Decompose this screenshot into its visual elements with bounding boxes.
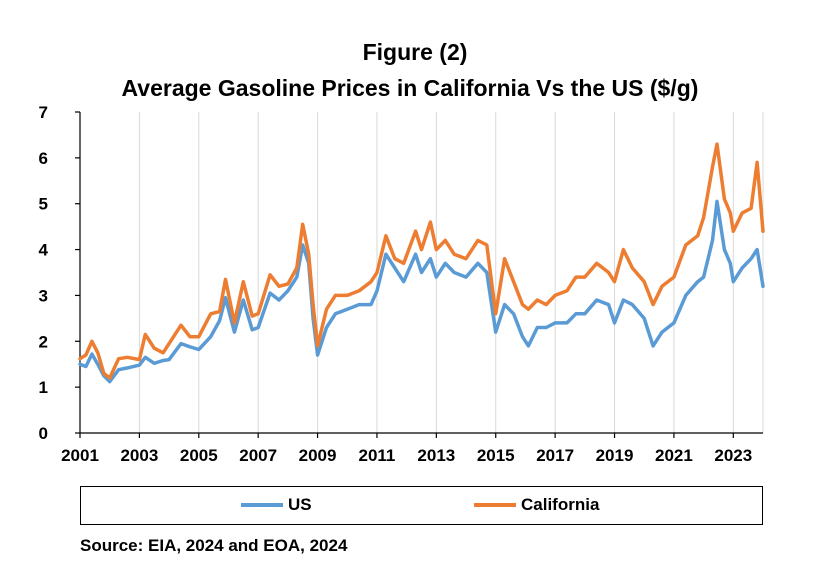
y-tick-label-3: 3 xyxy=(39,286,48,305)
x-tick-label-2019: 2019 xyxy=(596,446,634,465)
legend-swatch-california xyxy=(474,503,516,507)
y-tick-labels: 0 1 2 3 4 5 6 7 xyxy=(39,103,49,443)
axes xyxy=(75,111,763,438)
y-tick-label-2: 2 xyxy=(39,332,48,351)
chart-title-line-1: Figure (2) xyxy=(362,39,468,65)
legend-label-california: California xyxy=(521,495,600,514)
series-line-california xyxy=(78,142,765,380)
legend-label-us: US xyxy=(288,495,312,514)
x-tick-label-2023: 2023 xyxy=(714,446,752,465)
source-note: Source: EIA, 2024 and EOA, 2024 xyxy=(80,536,348,555)
x-tick-label-2005: 2005 xyxy=(180,446,218,465)
y-tick-label-1: 1 xyxy=(39,378,48,397)
x-tick-label-2007: 2007 xyxy=(239,446,277,465)
y-tick-label-5: 5 xyxy=(39,195,48,214)
grid-lines xyxy=(138,112,764,433)
x-tick-label-2009: 2009 xyxy=(299,446,337,465)
x-tick-labels: 2001 2003 2005 2007 2009 2011 2013 2015 2017 2019… xyxy=(61,446,752,465)
series-line-us xyxy=(78,199,765,384)
legend-swatch-us xyxy=(241,503,283,507)
y-tick-label-0: 0 xyxy=(39,424,48,443)
x-tick-label-2017: 2017 xyxy=(536,446,574,465)
legend-item-us: US xyxy=(241,487,312,523)
x-tick-label-2011: 2011 xyxy=(359,446,396,465)
x-tick-label-2001: 2001 xyxy=(61,446,99,465)
x-tick-label-2003: 2003 xyxy=(120,446,158,465)
legend-item-california: California xyxy=(474,487,599,523)
y-tick-label-7: 7 xyxy=(39,103,48,122)
series-lines xyxy=(78,142,765,384)
y-tick-label-4: 4 xyxy=(39,241,49,260)
chart-legend: US California xyxy=(80,486,763,525)
x-tick-label-2015: 2015 xyxy=(477,446,515,465)
x-tick-label-2021: 2021 xyxy=(655,446,693,465)
chart-title-line-2: Average Gasoline Prices in California Vs… xyxy=(121,75,699,101)
y-tick-label-6: 6 xyxy=(39,149,48,168)
x-tick-label-2013: 2013 xyxy=(417,446,455,465)
